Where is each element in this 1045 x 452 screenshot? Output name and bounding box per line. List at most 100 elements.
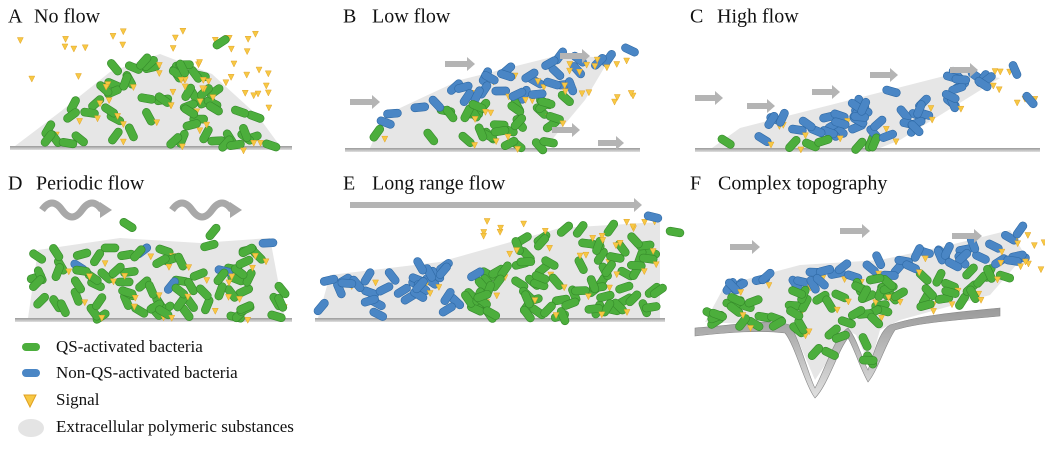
- non-qs-bacterium: [369, 307, 387, 321]
- signal: [131, 294, 139, 302]
- signal: [492, 138, 500, 146]
- signal: [996, 68, 1004, 76]
- non-qs-bacterium: [375, 282, 394, 296]
- qs-bacterium: [638, 253, 658, 264]
- qs-bacterium: [541, 256, 559, 270]
- non-qs-bacterium: [543, 77, 562, 90]
- signal: [1040, 239, 1045, 247]
- qs-bacterium: [212, 35, 230, 50]
- signal: [994, 276, 1001, 284]
- signal: [627, 90, 635, 98]
- periodic-flow-arrow: [169, 199, 235, 221]
- qs-bacterium: [615, 281, 634, 294]
- flow-arrow: [350, 198, 642, 212]
- qs-bacterium: [962, 263, 978, 280]
- signal: [878, 314, 885, 322]
- signal: [168, 314, 176, 322]
- qs-bacterium: [205, 101, 223, 116]
- qs-bacterium: [814, 135, 833, 147]
- signal: [130, 84, 137, 92]
- qs-bacterium: [521, 290, 534, 309]
- qs-bacterium: [474, 123, 488, 142]
- signal: [566, 67, 573, 75]
- qs-bacterium: [213, 268, 229, 286]
- signal: [552, 312, 560, 320]
- qs-bacterium: [107, 59, 123, 76]
- qs-bacterium: [482, 306, 501, 320]
- non-qs-bacterium: [758, 268, 775, 285]
- qs-bacterium: [114, 277, 134, 287]
- qs-bacterium: [461, 290, 476, 308]
- signal: [872, 299, 880, 307]
- signal: [649, 248, 657, 256]
- flow-arrow: [350, 95, 380, 109]
- non-qs-bacterium: [831, 117, 850, 129]
- qs-bacterium: [768, 317, 787, 331]
- signal: [171, 34, 179, 42]
- qs-bacterium: [596, 290, 615, 302]
- signal: [244, 316, 252, 324]
- qs-bacterium: [33, 292, 49, 309]
- legend: QS-activated bacteria Non-QS-activated b…: [18, 337, 294, 437]
- qs-bacterium: [142, 108, 156, 126]
- qs-bacterium: [510, 114, 527, 131]
- signal: [86, 273, 93, 281]
- surface: [10, 146, 292, 150]
- qs-bacterium: [119, 72, 132, 91]
- signal: [629, 223, 637, 231]
- non-qs-bacterium: [910, 244, 924, 262]
- qs-bacterium: [735, 314, 750, 331]
- signal: [1022, 258, 1029, 266]
- qs-bacterium: [665, 226, 685, 238]
- qs-bacterium: [788, 286, 807, 299]
- signal: [227, 74, 235, 81]
- legend-label: Non-QS-activated bacteria: [56, 363, 238, 382]
- qs-bacterium: [262, 139, 281, 152]
- panel-letter: D: [8, 173, 22, 195]
- signal: [640, 268, 648, 276]
- signal: [765, 282, 773, 290]
- periodic-flow-arrow: [39, 199, 105, 221]
- non-qs-bacterium: [521, 68, 539, 83]
- signal: [928, 116, 936, 124]
- qs-bacterium: [70, 287, 83, 306]
- signal: [583, 61, 591, 69]
- signal: [155, 70, 163, 78]
- signal: [833, 306, 841, 314]
- signal: [1030, 242, 1038, 250]
- non-qs-bacterium: [467, 267, 485, 282]
- qs-bacterium: [174, 252, 188, 271]
- signal: [203, 121, 211, 129]
- signal: [480, 232, 488, 240]
- non-qs-bacterium: [724, 278, 741, 295]
- signal: [613, 271, 621, 279]
- signal: [240, 147, 247, 155]
- signal: [75, 73, 82, 81]
- qs-bacterium: [58, 137, 78, 149]
- qs-bacterium: [533, 234, 550, 251]
- signal: [603, 64, 611, 72]
- qs-bacterium: [29, 275, 45, 291]
- signal: [96, 100, 104, 108]
- qs-bacterium: [611, 298, 627, 315]
- signal: [487, 109, 495, 117]
- illustrations: [10, 28, 1045, 399]
- qs-bacterium: [717, 134, 735, 149]
- qs-bacterium: [473, 289, 492, 303]
- qs-bacterium: [831, 330, 850, 343]
- non-qs-bacterium: [313, 298, 329, 316]
- signal: [591, 63, 599, 71]
- non-qs-bacterium: [798, 116, 816, 132]
- signal: [593, 56, 601, 64]
- qs-bacterium: [108, 262, 125, 279]
- signal: [228, 273, 236, 281]
- signal: [205, 78, 213, 86]
- qs-bacterium: [556, 221, 574, 237]
- signal: [184, 293, 192, 301]
- signal: [652, 261, 660, 269]
- panel-letter: C: [690, 6, 703, 28]
- qs-bacterium: [786, 306, 804, 321]
- signal: [576, 252, 584, 260]
- signal: [599, 237, 607, 244]
- non-qs-bacterium: [834, 259, 852, 275]
